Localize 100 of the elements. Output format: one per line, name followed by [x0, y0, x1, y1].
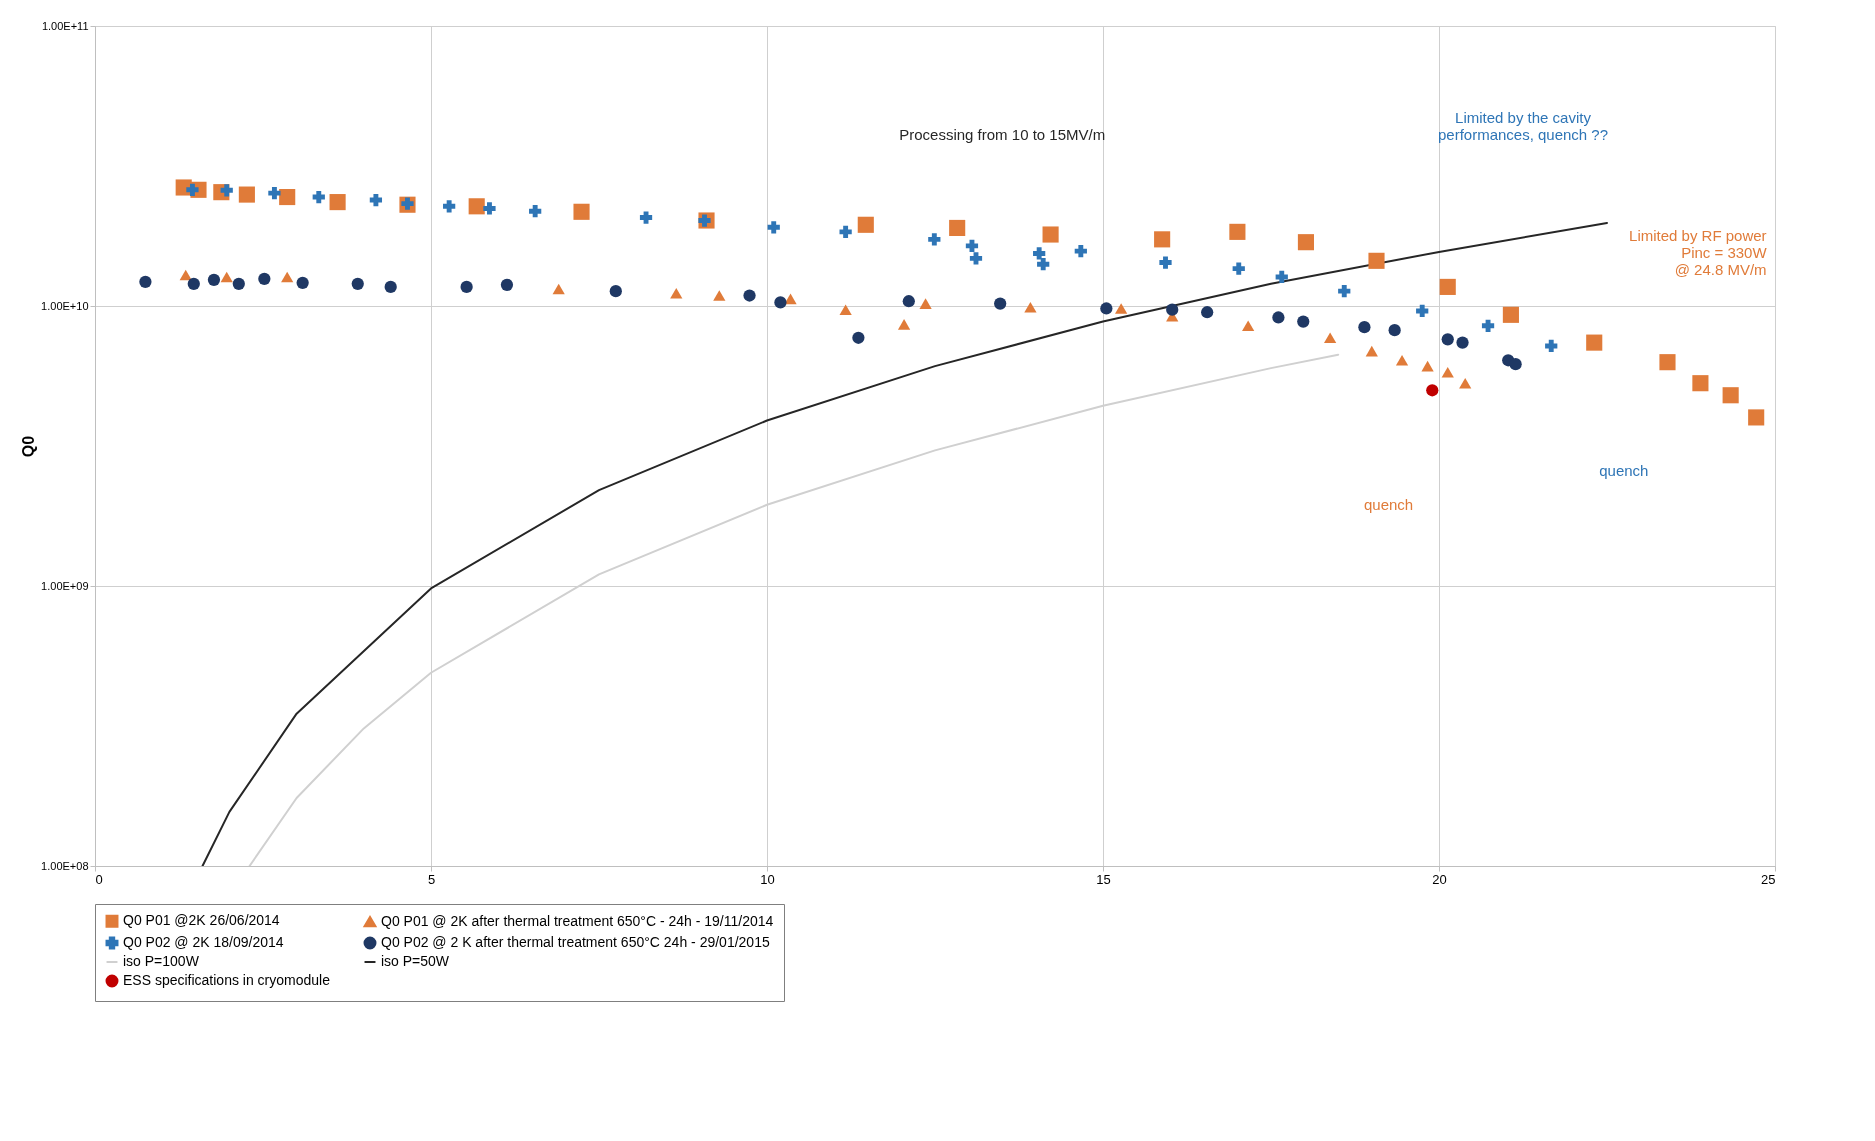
- point: [919, 298, 932, 309]
- legend-label: Q0 P01 @ 2K after thermal treatment 650°C - 24h - 19/11/2014: [381, 912, 774, 929]
- point: [1659, 354, 1676, 371]
- point: [928, 233, 941, 246]
- y-axis-title: Q0: [20, 435, 38, 458]
- point: [281, 271, 294, 283]
- point: [573, 203, 590, 220]
- point: [902, 295, 915, 308]
- point: [1229, 223, 1246, 240]
- point: [384, 280, 397, 294]
- point: [969, 252, 983, 265]
- point: [1421, 360, 1434, 372]
- x-tick-label: 5: [427, 871, 436, 887]
- point: [312, 190, 325, 204]
- point: [1459, 377, 1472, 389]
- point: [1297, 315, 1310, 328]
- annotation: Processing from 10 to 15MV/m: [899, 126, 1106, 144]
- point: [483, 202, 496, 215]
- point: [670, 288, 683, 299]
- annotation: Limited by RF power Pinc = 330W @ 24.8 MV/m: [1629, 227, 1768, 278]
- point: [1074, 245, 1087, 258]
- x-tick-label: 15: [1096, 871, 1111, 887]
- point: [1509, 358, 1522, 371]
- point: [238, 186, 255, 203]
- point: [1100, 302, 1113, 315]
- point: [1324, 332, 1337, 344]
- point: [1042, 226, 1059, 243]
- point: [743, 289, 756, 302]
- point: [552, 283, 565, 295]
- point: [268, 187, 281, 200]
- point: [207, 273, 221, 286]
- point: [1033, 247, 1046, 260]
- point: [1416, 304, 1429, 318]
- point: [639, 211, 653, 224]
- point: [713, 290, 726, 301]
- point: [1166, 303, 1179, 316]
- point: [296, 276, 309, 289]
- point: [1439, 278, 1456, 295]
- point: [232, 277, 245, 290]
- y-tick-label: 1.00E+10: [41, 299, 89, 312]
- point: [1368, 252, 1385, 269]
- point: [1338, 285, 1351, 298]
- point: [1426, 384, 1439, 397]
- legend-label: ESS specifications in cryomodule: [123, 972, 331, 988]
- y-tick-label: 1.00E+11: [41, 19, 89, 32]
- point: [258, 272, 271, 285]
- point: [1272, 311, 1285, 324]
- point: [839, 304, 852, 316]
- point: [279, 188, 296, 206]
- point: [1722, 387, 1739, 404]
- point: [1395, 354, 1409, 366]
- point: [1441, 333, 1454, 346]
- point: [1242, 320, 1255, 332]
- point: [1365, 345, 1378, 357]
- x-tick-label: 0: [95, 871, 103, 887]
- x-tick-label: 25: [1761, 871, 1776, 887]
- legend-label: iso P=100W: [123, 953, 200, 969]
- point: [1037, 258, 1050, 271]
- point: [1502, 306, 1519, 323]
- point: [1297, 234, 1315, 251]
- point: [1201, 306, 1214, 319]
- point: [1692, 375, 1709, 392]
- point: [220, 184, 233, 197]
- legend-label: iso P=50W: [381, 953, 450, 969]
- point: [1388, 324, 1401, 337]
- x-tick-label: 10: [760, 871, 775, 887]
- point: [351, 277, 364, 290]
- point: [1545, 339, 1558, 353]
- legend-label: Q0 P02 @ 2K 18/09/2014: [123, 934, 284, 950]
- point: [698, 214, 711, 227]
- point: [220, 271, 233, 283]
- point: [460, 280, 473, 294]
- point: [1748, 409, 1765, 426]
- point: [369, 193, 383, 207]
- point: [187, 277, 200, 290]
- point: [965, 239, 979, 252]
- point: [1586, 334, 1603, 351]
- point: [839, 225, 852, 238]
- point: [1481, 319, 1495, 332]
- point: [1441, 366, 1454, 378]
- point: [329, 194, 346, 211]
- annotation: quench: [1363, 495, 1414, 513]
- point: [1024, 301, 1037, 313]
- point: [609, 285, 622, 298]
- point: [443, 200, 456, 213]
- point: [949, 219, 966, 237]
- annotation: quench: [1599, 462, 1649, 480]
- y-tick-label: 1.00E+08: [41, 859, 89, 872]
- point: [1115, 303, 1128, 314]
- point: [468, 198, 485, 215]
- point: [139, 275, 152, 288]
- point: [1159, 256, 1172, 269]
- annotation: Limited by the cavity performances, quench ??: [1437, 109, 1609, 144]
- point: [1358, 321, 1371, 334]
- point: [529, 205, 542, 218]
- y-tick-label: 1.00E+09: [41, 579, 89, 592]
- point: [857, 216, 874, 233]
- point: [1456, 336, 1469, 349]
- point: [1154, 231, 1171, 248]
- point: [852, 331, 865, 344]
